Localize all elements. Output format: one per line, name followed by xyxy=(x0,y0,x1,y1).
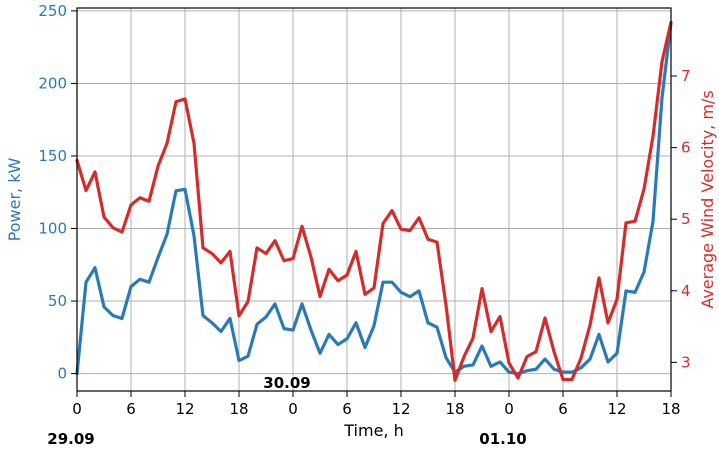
y-left-tick-label: 100 xyxy=(38,220,67,238)
x-tick-label: 6 xyxy=(342,400,352,418)
x-tick-label: 18 xyxy=(229,400,248,418)
plot-frame xyxy=(76,7,672,392)
y-left-tick-label: 0 xyxy=(57,365,67,383)
x-tick-label: 0 xyxy=(288,400,298,418)
y-left-axis-label: Power, kW xyxy=(5,158,24,242)
y-right-axis-label: Average Wind Velocity, m/s xyxy=(698,90,717,308)
x-tick-label: 6 xyxy=(558,400,568,418)
x-tick-label: 18 xyxy=(661,400,680,418)
y-right-tick-label: 4 xyxy=(681,282,691,300)
wind-velocity-series-line xyxy=(75,20,673,382)
grid-lines xyxy=(76,8,672,391)
x-tick-label: 6 xyxy=(126,400,136,418)
y-right-tick-label: 6 xyxy=(681,139,691,157)
date-labels: 29.09 30.09 01.10 xyxy=(47,374,526,448)
x-tick-label: 0 xyxy=(72,400,82,418)
x-axis-ticks: 0 6 12 18 0 6 12 18 0 6 12 18 xyxy=(72,391,681,418)
y-right-tick-label: 7 xyxy=(681,67,691,85)
y-right-tick-label: 5 xyxy=(681,210,691,228)
date-label: 29.09 xyxy=(47,430,94,448)
series-layer xyxy=(75,20,673,382)
y-left-tick-label: 200 xyxy=(38,74,67,92)
x-tick-label: 18 xyxy=(445,400,464,418)
date-label: 01.10 xyxy=(479,430,526,448)
x-tick-label: 12 xyxy=(607,400,626,418)
y-right-tick-label: 3 xyxy=(681,353,691,371)
y-right-axis-ticks: 3 4 5 6 7 xyxy=(671,67,691,371)
x-tick-label: 12 xyxy=(175,400,194,418)
power-series-line xyxy=(75,20,673,376)
x-tick-label: 0 xyxy=(504,400,514,418)
y-left-axis-ticks: 0 50 100 150 200 250 xyxy=(38,2,77,383)
x-tick-label: 12 xyxy=(391,400,410,418)
x-axis-label: Time, h xyxy=(343,421,403,440)
y-left-tick-label: 150 xyxy=(38,147,67,165)
date-label: 30.09 xyxy=(263,374,310,392)
y-left-tick-label: 250 xyxy=(38,2,67,20)
y-left-tick-label: 50 xyxy=(48,292,67,310)
